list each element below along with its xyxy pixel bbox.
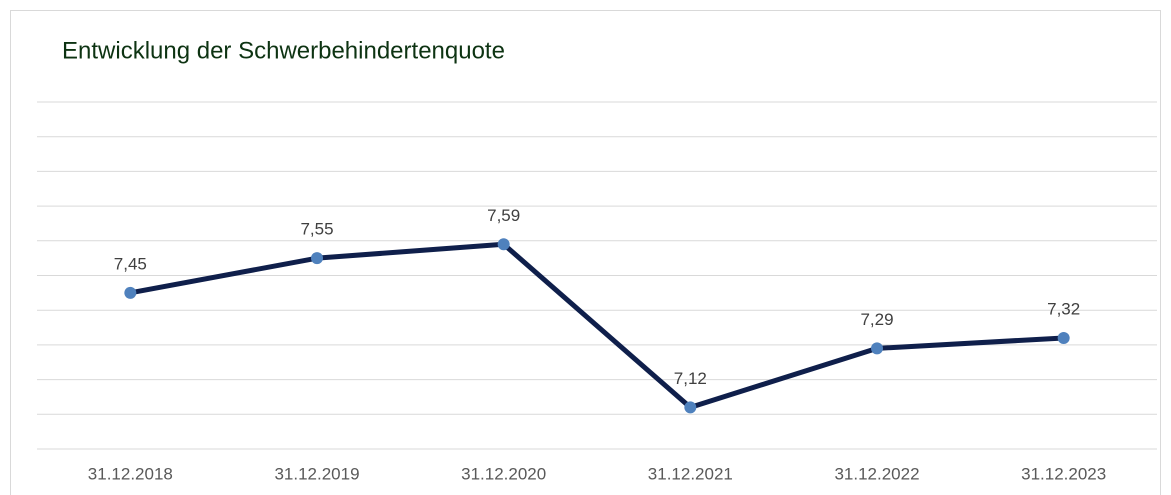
data-label: 7,45 bbox=[114, 254, 147, 273]
data-label: 7,32 bbox=[1047, 299, 1080, 318]
x-tick-label: 31.12.2018 bbox=[88, 464, 173, 483]
x-tick-label: 31.12.2022 bbox=[834, 464, 919, 483]
data-label: 7,29 bbox=[860, 310, 893, 329]
x-tick-label: 31.12.2023 bbox=[1021, 464, 1106, 483]
x-tick-label: 31.12.2019 bbox=[274, 464, 359, 483]
data-label: 7,59 bbox=[487, 206, 520, 225]
point bbox=[124, 286, 137, 299]
point bbox=[871, 342, 883, 355]
point bbox=[311, 252, 323, 265]
point bbox=[1057, 331, 1070, 344]
point bbox=[497, 238, 510, 251]
x-tick-label: 31.12.2020 bbox=[461, 464, 546, 483]
data-label: 7,55 bbox=[300, 220, 333, 239]
point bbox=[684, 401, 697, 414]
series-line bbox=[129, 241, 1064, 410]
data-label: 7,12 bbox=[674, 369, 707, 388]
chart-frame bbox=[10, 10, 1161, 495]
chart-title: Entwicklung der Schwerbehindertenquote bbox=[62, 37, 505, 64]
x-tick-label: 31.12.2021 bbox=[648, 464, 733, 483]
